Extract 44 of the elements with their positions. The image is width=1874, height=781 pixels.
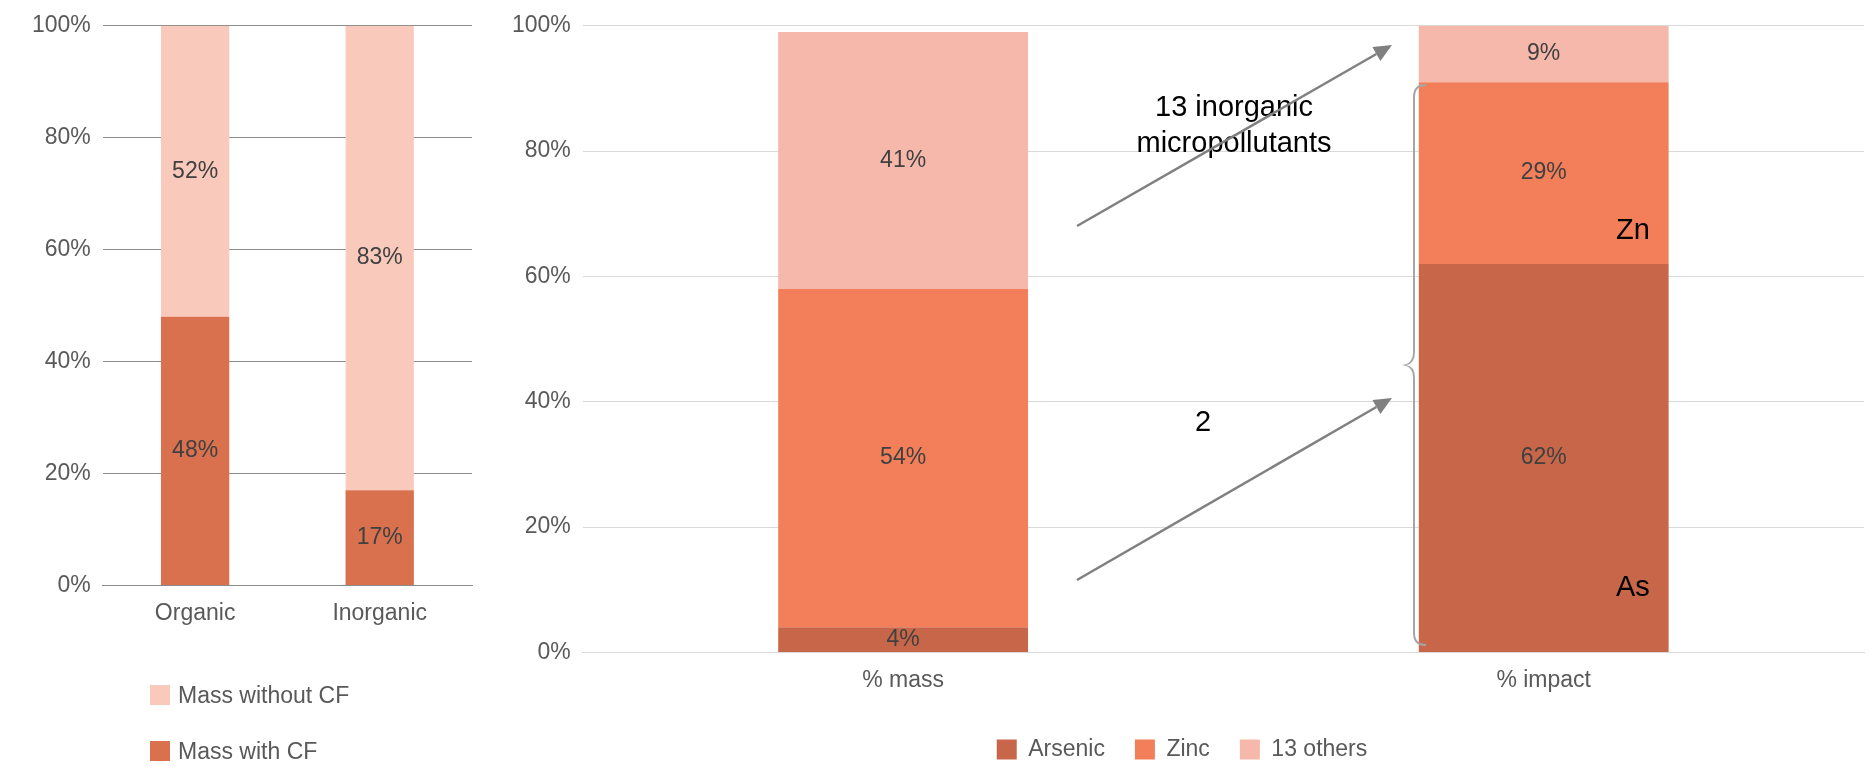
- y-tick-label: 80%: [524, 136, 571, 163]
- bar: [778, 32, 1029, 289]
- x-tick-label: Organic: [154, 598, 236, 625]
- bar: [160, 316, 230, 585]
- data-label: 17%: [356, 522, 403, 549]
- y-tick-label: 40%: [524, 387, 571, 414]
- data-label: 54%: [880, 443, 927, 470]
- bar: [1418, 82, 1669, 264]
- legend-label: Mass without CF: [178, 681, 350, 710]
- y-tick-label: 60%: [524, 261, 571, 288]
- bar: [345, 490, 414, 585]
- annotation: As: [1616, 569, 1650, 604]
- data-label: 41%: [880, 145, 927, 172]
- x-tick-label: % impact: [1496, 665, 1592, 692]
- bar: [778, 627, 1029, 652]
- y-tick-label: 100%: [32, 11, 91, 38]
- y-tick-label: 20%: [524, 512, 571, 539]
- data-label: 52%: [172, 156, 219, 183]
- bar: [160, 25, 230, 317]
- bar: [778, 288, 1029, 628]
- legend-label: Zinc: [1166, 734, 1210, 761]
- annotation: 13 inorganic micropollutants: [1136, 89, 1332, 160]
- y-tick-label: 20%: [44, 458, 91, 485]
- bar: [1418, 25, 1669, 83]
- data-label: 4%: [886, 624, 920, 651]
- annotation: Zn: [1616, 212, 1650, 247]
- data-label: 62%: [1520, 443, 1567, 470]
- data-label: 9%: [1527, 39, 1561, 66]
- y-tick-label: 0%: [57, 570, 91, 597]
- y-tick-label: 80%: [44, 123, 91, 150]
- y-tick-label: 100%: [512, 11, 571, 38]
- data-label: 29%: [1520, 158, 1567, 185]
- data-label: 83%: [356, 243, 403, 270]
- y-tick-label: 0%: [537, 637, 571, 664]
- x-tick-label: Inorganic: [332, 598, 428, 625]
- y-tick-label: 40%: [44, 346, 91, 373]
- bar: [345, 25, 414, 491]
- x-tick-label: % mass: [862, 665, 945, 692]
- legend-label: Arsenic: [1028, 734, 1105, 761]
- annotation: 2: [1195, 404, 1212, 439]
- legend-label: Mass with CF: [178, 737, 318, 766]
- data-label: 48%: [172, 436, 219, 463]
- legend-label: 13 others: [1271, 734, 1368, 761]
- y-tick-label: 60%: [44, 234, 91, 261]
